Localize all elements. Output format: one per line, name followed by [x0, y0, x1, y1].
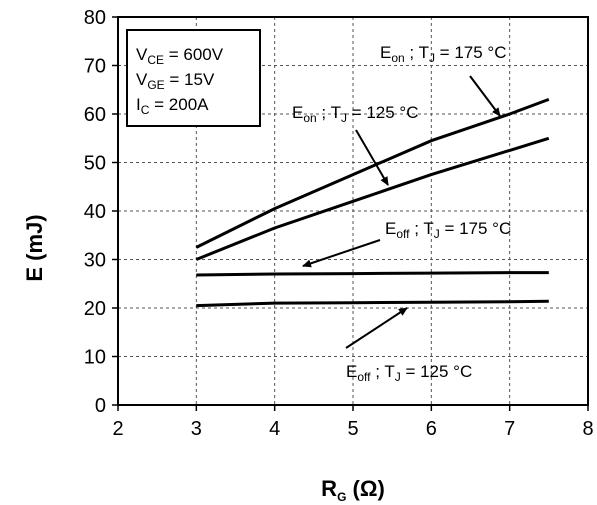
y-tick-label: 30 [84, 250, 106, 272]
series-line-eon-175 [195, 97, 550, 249]
y-tick-label: 60 [84, 104, 106, 126]
conditions-box: VCE = 600V VGE = 15V IC = 200A [126, 29, 261, 127]
x-tick-label: 6 [426, 418, 437, 440]
arrow-eon-175 [469, 75, 501, 117]
y-tick-label: 20 [84, 298, 106, 320]
x-axis-title: RG (Ω) [321, 476, 385, 504]
y-axis-title: E (mJ) [22, 214, 47, 281]
y-tick-label: 10 [84, 347, 106, 369]
condition-vge: VGE = 15V [136, 70, 215, 92]
condition-vce: VCE = 600V [136, 45, 224, 67]
series-line-eoff-125 [196, 299, 549, 308]
x-tick-labels: 2 3 4 5 6 7 8 [112, 418, 593, 440]
x-tick-label: 8 [582, 418, 593, 440]
x-tick-label: 3 [191, 418, 202, 440]
y-tick-label: 0 [95, 395, 106, 417]
y-tick-label: 40 [84, 201, 106, 223]
conditions-box-frame [126, 29, 261, 127]
label-eon-125: Eon ; TJ = 125 °C [292, 103, 419, 125]
arrow-eoff-125 [345, 307, 408, 349]
label-eoff-175: Eoff ; TJ = 175 °C [385, 219, 511, 241]
x-tick-label: 5 [347, 418, 358, 440]
condition-ic: IC = 200A [136, 95, 209, 117]
y-tick-labels: 0 10 20 30 40 50 60 70 80 [84, 7, 106, 417]
label-eon-175: Eon ; TJ = 175 °C [380, 43, 507, 65]
series-line-eoff-175 [196, 271, 549, 277]
x-tick-label: 2 [112, 418, 123, 440]
series-line-eon-125 [195, 136, 550, 261]
y-tick-label: 80 [84, 7, 106, 29]
arrow-eon-125 [355, 129, 389, 186]
series-lines [195, 97, 550, 308]
y-tick-label: 70 [84, 56, 106, 78]
label-eoff-125: Eoff ; TJ = 125 °C [346, 362, 472, 384]
tick-marks [112, 16, 589, 411]
x-tick-label: 7 [504, 418, 515, 440]
grid-lines [118, 17, 588, 405]
y-tick-label: 50 [84, 153, 106, 175]
x-tick-label: 4 [269, 418, 280, 440]
arrow-eoff-175 [302, 239, 381, 268]
